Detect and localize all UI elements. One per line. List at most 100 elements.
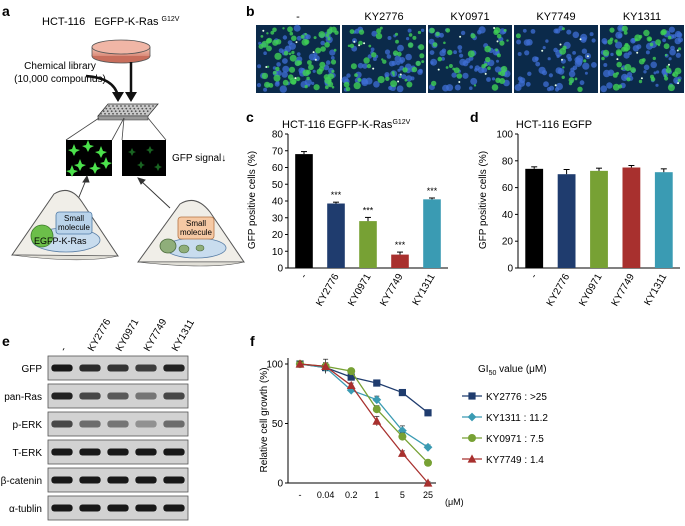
plate-well <box>138 110 141 113</box>
panel-label-f: f <box>250 333 255 349</box>
nucleus-dot <box>618 27 622 31</box>
gfp-dot <box>667 84 675 92</box>
gfp-dot <box>316 68 323 75</box>
gfp-cell <box>74 159 86 171</box>
gfp-signal-label: GFP signal↓ <box>172 153 226 164</box>
nucleus-dot <box>662 38 666 43</box>
nucleus-dot <box>311 81 315 85</box>
nucleus-dot <box>465 58 471 64</box>
panel-label-d: d <box>470 109 479 125</box>
gfp-dot <box>667 35 672 40</box>
blot-band <box>79 392 101 400</box>
chart-f-point-KY0971-4 <box>398 432 407 441</box>
nucleus-dot <box>600 85 608 93</box>
chart-f-point-KY0971-2 <box>347 367 356 376</box>
nucleus-dot <box>591 62 597 68</box>
plate-well <box>136 105 138 107</box>
plate-well <box>144 105 146 107</box>
plate-well <box>108 105 110 107</box>
bright-dot <box>541 49 544 52</box>
gfp-dot <box>368 44 372 48</box>
nucleus-dot <box>454 84 461 91</box>
plate-well <box>125 107 128 110</box>
chart-f-point-KY7749-5 <box>423 478 433 487</box>
chart-f-line-KY7749 <box>299 363 429 484</box>
chart-f-line-KY2776 <box>299 363 429 414</box>
nucleus-dot <box>330 56 335 60</box>
gfp-dot <box>266 65 270 69</box>
plate-well <box>132 105 134 107</box>
gfp-dot <box>375 32 383 40</box>
gfp-low-image <box>122 140 166 176</box>
petri-dish-icon <box>91 39 151 64</box>
nucleus-dot <box>645 50 650 55</box>
blot-band <box>79 364 101 372</box>
chart-d-y-tick-label: 60 <box>502 183 514 194</box>
plate-well <box>104 112 106 115</box>
gfp-dot <box>327 37 331 41</box>
blot-band <box>135 420 157 428</box>
chart-f-x-tick-label-0: - <box>299 490 302 500</box>
gfp-cell <box>68 144 80 156</box>
gfp-dot <box>561 75 565 80</box>
chart-f-point-KY1311-5 <box>423 442 433 452</box>
gfp-dot <box>647 37 652 41</box>
blot-row-label-1: pan-Ras <box>4 392 42 403</box>
chart-d-y-tick-label: 80 <box>502 156 514 167</box>
chart-c-category-label-3: KY7749 <box>378 272 406 309</box>
gfp-dot <box>666 65 670 69</box>
blot-band <box>135 392 157 400</box>
gfp-dot <box>304 39 310 45</box>
plate-well <box>141 107 144 110</box>
nucleus-dot <box>407 28 412 33</box>
gfp-dot <box>456 73 463 79</box>
nucleus-dot <box>525 81 531 87</box>
gfp-dot <box>487 66 491 70</box>
plate-well <box>122 110 125 113</box>
cell-right-icon: Small molecule <box>137 199 245 267</box>
blot-lane-label-3: KY7749 <box>142 317 170 354</box>
gfp-dot <box>308 64 314 71</box>
gfp-dot <box>376 28 382 34</box>
nucleus-dot <box>428 38 435 45</box>
blot-lane-label-4: KY1311 <box>170 317 197 353</box>
gfp-dot <box>407 42 414 48</box>
gfp-dot <box>300 34 305 39</box>
chart-f-point-KY2776-4 <box>398 388 406 397</box>
construct-name: EGFP-K-Ras <box>94 16 159 28</box>
chart-c-title-main: HCT-116 EGFP-K-Ras <box>282 119 393 131</box>
nucleus-dot <box>384 49 391 55</box>
gfp-dot <box>630 67 636 73</box>
blot-band <box>163 448 185 456</box>
gfp-dot <box>437 56 443 62</box>
micrograph-background <box>342 25 426 93</box>
legend-title-sub: 50 <box>489 370 497 377</box>
nucleus-dot <box>388 85 393 91</box>
chart-f-series-KY1311 <box>295 359 433 452</box>
chart-f-point-KY0971-5 <box>424 458 432 467</box>
plate-well <box>136 112 138 115</box>
blot-band <box>79 448 101 456</box>
gfp-dot <box>445 28 451 33</box>
blot-row-label-4: β-catenin <box>1 476 42 487</box>
blot-band <box>51 504 73 512</box>
blot-row-label-0: GFP <box>21 364 42 375</box>
blot-band <box>51 448 73 456</box>
gfp-dot <box>377 76 385 84</box>
blot-band <box>79 420 101 428</box>
gfp-dot <box>448 64 453 68</box>
blot-band <box>51 364 73 372</box>
gfp-dot <box>618 84 623 89</box>
chart-f-point-KY2776-3 <box>373 379 381 387</box>
plate-well <box>130 110 133 113</box>
chart-c-y-tick-label: 70 <box>272 146 284 157</box>
nucleus-dot <box>669 48 676 56</box>
gfp-dot <box>665 67 672 74</box>
chart-f-point-KY2776-2 <box>347 373 355 381</box>
arrows-down-icon <box>85 62 137 102</box>
bright-dot <box>579 38 582 41</box>
plate-well <box>124 112 126 115</box>
bright-dot <box>561 58 563 61</box>
blot-row-label-3: T-ERK <box>13 448 43 459</box>
gfp-dot <box>381 58 384 61</box>
